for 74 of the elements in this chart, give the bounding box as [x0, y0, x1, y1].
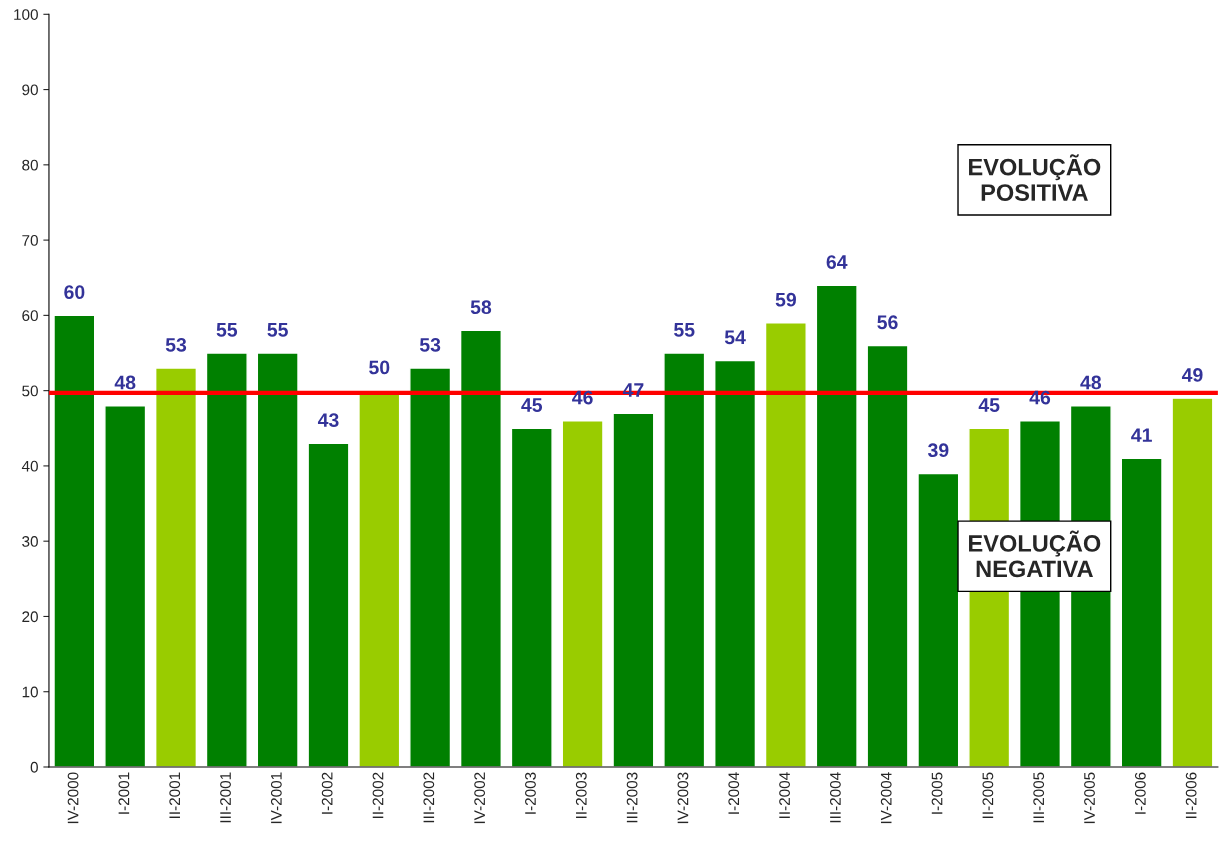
data-label: 41	[1131, 428, 1152, 442]
y-tick-label: 20	[22, 611, 38, 623]
y-tick-label: 80	[22, 159, 38, 171]
annotation: EVOLUÇÃO POSITIVA	[969, 154, 1101, 201]
bar	[612, 412, 655, 767]
bar	[154, 367, 198, 767]
y-tick-label: 30	[22, 536, 38, 547]
data-label: 49	[1181, 368, 1203, 382]
bar	[256, 352, 299, 767]
x-tick-label: I-2003	[525, 772, 536, 814]
bar	[561, 420, 604, 767]
x-tick-label: IV-2004	[880, 772, 892, 824]
data-label: 64	[826, 255, 848, 269]
data-label: 45	[521, 398, 543, 412]
x-tick-label: II-2005	[982, 772, 994, 818]
data-label: 56	[877, 315, 898, 330]
bar	[663, 352, 706, 767]
y-tick-label: 0	[30, 761, 38, 773]
data-label: 58	[470, 300, 492, 315]
bar	[104, 405, 147, 767]
bar	[510, 427, 553, 767]
data-label: 39	[927, 443, 949, 458]
y-tick-label: 10	[22, 686, 38, 698]
bar	[205, 352, 248, 767]
bar	[409, 367, 452, 767]
data-label: 53	[419, 337, 441, 352]
data-label: 53	[165, 337, 187, 352]
data-label: 45	[978, 398, 1000, 412]
x-tick-label: IV-2003	[677, 772, 689, 824]
bar	[1120, 457, 1163, 767]
bar	[866, 344, 909, 767]
x-tick-label: I-2004	[728, 772, 740, 814]
x-tick-label: I-2002	[321, 772, 333, 814]
data-label: 55	[674, 323, 695, 337]
x-tick-label: IV-2001	[270, 772, 282, 824]
data-label: 43	[317, 413, 339, 428]
x-tick-label: III-2001	[220, 772, 231, 823]
data-label: 59	[775, 292, 796, 307]
y-tick-label: 100	[14, 9, 38, 20]
data-label: 60	[64, 285, 85, 300]
x-tick-label: II-2002	[372, 772, 384, 818]
annotation: EVOLUÇÃO NEGATIVA	[969, 530, 1101, 578]
data-label: 55	[216, 323, 238, 337]
x-tick-label: IV-2000	[67, 772, 79, 824]
x-tick-label: IV-2002	[474, 772, 486, 824]
y-tick-label: 40	[21, 460, 38, 472]
x-tick-label: II-2001	[169, 772, 181, 818]
x-tick-label: III-2002	[423, 772, 435, 823]
x-tick-label: I-2006	[1134, 772, 1146, 814]
data-label: 55	[267, 323, 288, 337]
y-tick-label: 70	[22, 234, 38, 246]
x-tick-label: II-2003	[575, 772, 587, 818]
data-label: 54	[724, 330, 746, 345]
y-tick-label: 60	[22, 310, 38, 322]
x-tick-label: IV-2005	[1084, 772, 1095, 824]
x-tick-label: I-2001	[118, 772, 130, 814]
x-tick-label: III-2004	[829, 772, 841, 823]
data-label: 48	[114, 375, 136, 390]
x-tick-label: II-2004	[779, 772, 790, 818]
x-tick-label: III-2003	[626, 772, 638, 823]
x-tick-label: I-2005	[931, 772, 943, 814]
y-tick-label: 50	[22, 385, 38, 397]
data-label: 50	[369, 360, 390, 375]
bar	[307, 442, 350, 767]
bar	[53, 314, 96, 767]
bar	[1171, 397, 1214, 767]
bar	[764, 322, 807, 767]
data-label: 48	[1080, 375, 1102, 390]
x-tick-label: II-2006	[1185, 772, 1197, 818]
bar	[815, 284, 858, 767]
x-tick-label: III-2005	[1033, 772, 1045, 823]
y-tick-label: 90	[22, 84, 38, 96]
bar	[714, 359, 757, 767]
bar	[459, 329, 502, 767]
